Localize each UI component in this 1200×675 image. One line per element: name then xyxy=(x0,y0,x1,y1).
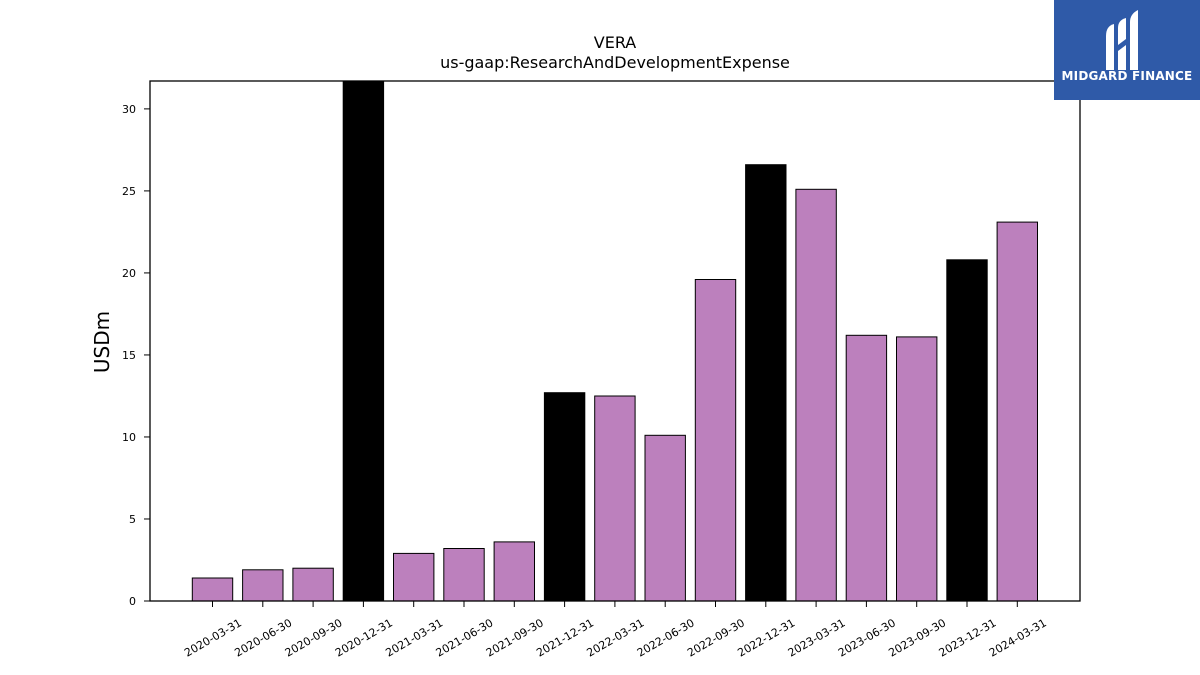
bar-2020-03-31 xyxy=(191,577,234,602)
bar-2024-03-31 xyxy=(996,221,1038,602)
bar-2021-03-31 xyxy=(393,552,435,602)
x-tick-label: 2024-03-31 xyxy=(987,616,1049,659)
y-tick-label: 5 xyxy=(129,513,136,526)
brand-logo: MIDGARD FINANCE xyxy=(1054,0,1200,100)
y-axis-label: USDm xyxy=(90,311,114,373)
y-tick-label: 20 xyxy=(122,267,136,280)
bar-2020-06-30 xyxy=(242,569,284,602)
bar-2022-03-31 xyxy=(594,395,636,602)
bar-2020-12-31 xyxy=(342,80,385,602)
logo-mark-icon xyxy=(1106,10,1138,70)
y-tick-label: 30 xyxy=(122,103,136,116)
bar-2023-09-30 xyxy=(896,336,938,602)
y-tick-label: 10 xyxy=(122,431,136,444)
bars-layer xyxy=(191,80,1038,602)
bar-2023-12-31 xyxy=(946,259,988,602)
y-tick-label: 0 xyxy=(129,595,136,608)
y-tick-label: 25 xyxy=(122,185,136,198)
brand-name: MIDGARD FINANCE xyxy=(1061,69,1193,83)
bar-2021-06-30 xyxy=(443,548,485,602)
bar-2022-12-31 xyxy=(745,164,787,602)
bar-2020-09-30 xyxy=(292,567,334,602)
bar-2023-03-31 xyxy=(795,188,837,602)
bar-2022-06-30 xyxy=(644,434,686,602)
bar-2022-09-30 xyxy=(694,279,737,602)
bar-2021-12-31 xyxy=(543,392,586,602)
chart-subtitle: us-gaap:ResearchAndDevelopmentExpense xyxy=(440,53,790,72)
y-tick-label: 15 xyxy=(122,349,136,362)
chart-title: VERA xyxy=(594,33,637,52)
bar-2021-09-30 xyxy=(493,541,536,602)
bar-2023-06-30 xyxy=(845,334,888,602)
